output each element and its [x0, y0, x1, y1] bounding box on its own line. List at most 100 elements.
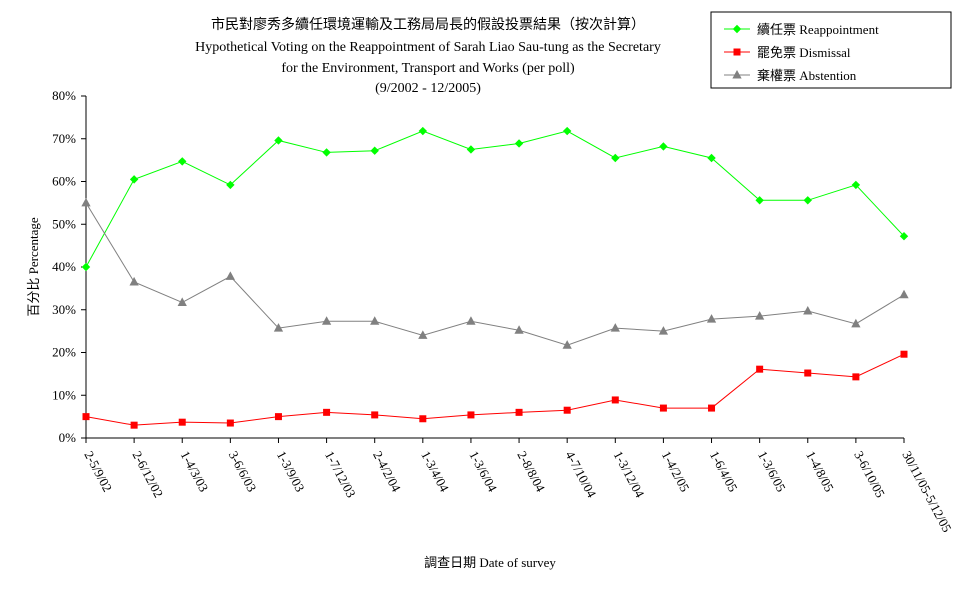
- data-point: [611, 396, 619, 404]
- data-point: [226, 419, 234, 427]
- series-0: [81, 126, 909, 272]
- data-point: [804, 369, 812, 377]
- y-tick-label: 0%: [59, 430, 77, 445]
- data-point: [515, 408, 523, 416]
- data-point: [562, 126, 572, 136]
- x-tick-label: 3-6/10/05: [851, 448, 888, 500]
- data-point: [514, 325, 524, 334]
- x-tick-label: 3-6/6/03: [226, 448, 260, 494]
- data-point: [610, 323, 620, 332]
- chart-title-line-2: Hypothetical Voting on the Reappointment…: [195, 40, 661, 55]
- data-point: [419, 415, 427, 423]
- y-tick-label: 60%: [52, 174, 76, 189]
- y-axis-label: 百分比 Percentage: [26, 217, 41, 317]
- data-point: [226, 180, 235, 190]
- x-tick-label: 1-3/6/05: [755, 448, 789, 494]
- legend-marker: [732, 69, 742, 79]
- data-point: [323, 408, 331, 416]
- data-point: [659, 404, 667, 412]
- y-tick-label: 50%: [52, 216, 76, 231]
- data-point: [900, 350, 908, 358]
- x-axis-label: 調查日期 Date of survey: [424, 555, 556, 570]
- x-tick-label: 30/11/05-5/12/05: [899, 448, 954, 534]
- data-point: [418, 126, 428, 136]
- data-point: [756, 365, 764, 373]
- y-tick-label: 40%: [52, 259, 76, 274]
- data-point: [129, 175, 139, 184]
- x-tick-label: 1-4/2/05: [659, 448, 693, 494]
- data-point: [611, 153, 620, 163]
- data-point: [803, 305, 813, 315]
- legend-label: 棄權票 Abstention: [757, 68, 857, 83]
- data-point: [129, 276, 139, 286]
- data-point: [81, 197, 91, 207]
- data-point: [707, 153, 716, 163]
- data-point: [178, 157, 187, 166]
- data-point: [82, 413, 90, 421]
- legend-marker: [733, 48, 741, 56]
- data-point: [563, 406, 571, 414]
- data-point: [899, 232, 909, 241]
- data-point: [851, 180, 861, 190]
- legend: 續任票 Reappointment 罷免票 Dismissal 棄權票 Absten…: [710, 11, 952, 89]
- legend-box: [710, 11, 952, 89]
- data-point: [370, 316, 380, 325]
- data-point: [466, 316, 476, 325]
- data-point: [177, 297, 187, 306]
- data-point: [467, 411, 475, 419]
- chart-title-line-3: for the Environment, Transport and Works…: [281, 61, 575, 76]
- legend-label: 續任票 Reappointment: [757, 22, 879, 37]
- chart-title-line-1: 市民對廖秀多續任環境運輸及工務局局長的假設投票結果（按次計算）: [211, 16, 645, 33]
- series-group: [81, 126, 909, 429]
- y-tick-label: 80%: [52, 88, 76, 103]
- data-point: [178, 418, 186, 426]
- data-point: [371, 411, 379, 419]
- data-point: [659, 142, 668, 151]
- data-point: [273, 323, 284, 332]
- y-tick-label: 30%: [52, 302, 76, 317]
- x-tick-label: 1-3/6/04: [466, 448, 500, 494]
- legend-label: 罷免票 Dismissal: [757, 45, 851, 60]
- x-tick-label: 1-4/3/03: [178, 448, 212, 494]
- data-point: [706, 314, 717, 323]
- x-tick-label: 1-3/9/03: [274, 448, 308, 494]
- x-tick-label: 1-3/4/04: [418, 448, 452, 494]
- data-point: [803, 196, 812, 205]
- chart-title-group: 市民對廖秀多續任環境運輸及工務局局長的假設投票結果（按次計算） Hypothet…: [195, 16, 661, 96]
- series-1: [82, 350, 908, 429]
- data-point: [852, 373, 860, 381]
- data-point: [708, 404, 716, 412]
- data-point: [514, 139, 524, 148]
- data-point: [755, 311, 765, 320]
- data-point: [130, 421, 138, 429]
- x-tick-label: 1-6/4/05: [707, 448, 741, 494]
- legend-marker: [732, 24, 742, 34]
- data-point: [370, 146, 379, 155]
- series-line: [85, 202, 905, 346]
- data-point: [225, 271, 235, 280]
- series-line: [85, 353, 905, 426]
- axes-group: 0% 10% 20% 30% 40% 50% 60% 70% 80% 2-5/9/02 2-6/12…: [52, 88, 955, 535]
- data-point: [658, 326, 669, 335]
- data-point: [322, 148, 331, 157]
- chart-title-line-4: (9/2002 - 12/2005): [375, 81, 481, 96]
- data-point: [418, 330, 428, 339]
- y-tick-label: 20%: [52, 345, 76, 360]
- series-2: [81, 197, 909, 349]
- data-point: [755, 196, 764, 205]
- y-tick-label: 10%: [52, 387, 76, 402]
- x-tick-label: 1-3/12/04: [611, 448, 648, 500]
- x-tick-label: 2-6/12/02: [129, 448, 166, 500]
- x-tick-label: 1-4/8/05: [803, 448, 837, 494]
- series-line: [85, 130, 905, 268]
- data-point: [274, 136, 283, 145]
- x-tick-label: 2-8/8/04: [514, 448, 548, 494]
- data-point: [466, 145, 476, 154]
- data-point: [899, 289, 909, 299]
- data-point: [81, 262, 91, 272]
- data-point: [851, 318, 861, 328]
- x-tick-label: 2-5/9/02: [81, 448, 115, 494]
- data-point: [321, 316, 332, 325]
